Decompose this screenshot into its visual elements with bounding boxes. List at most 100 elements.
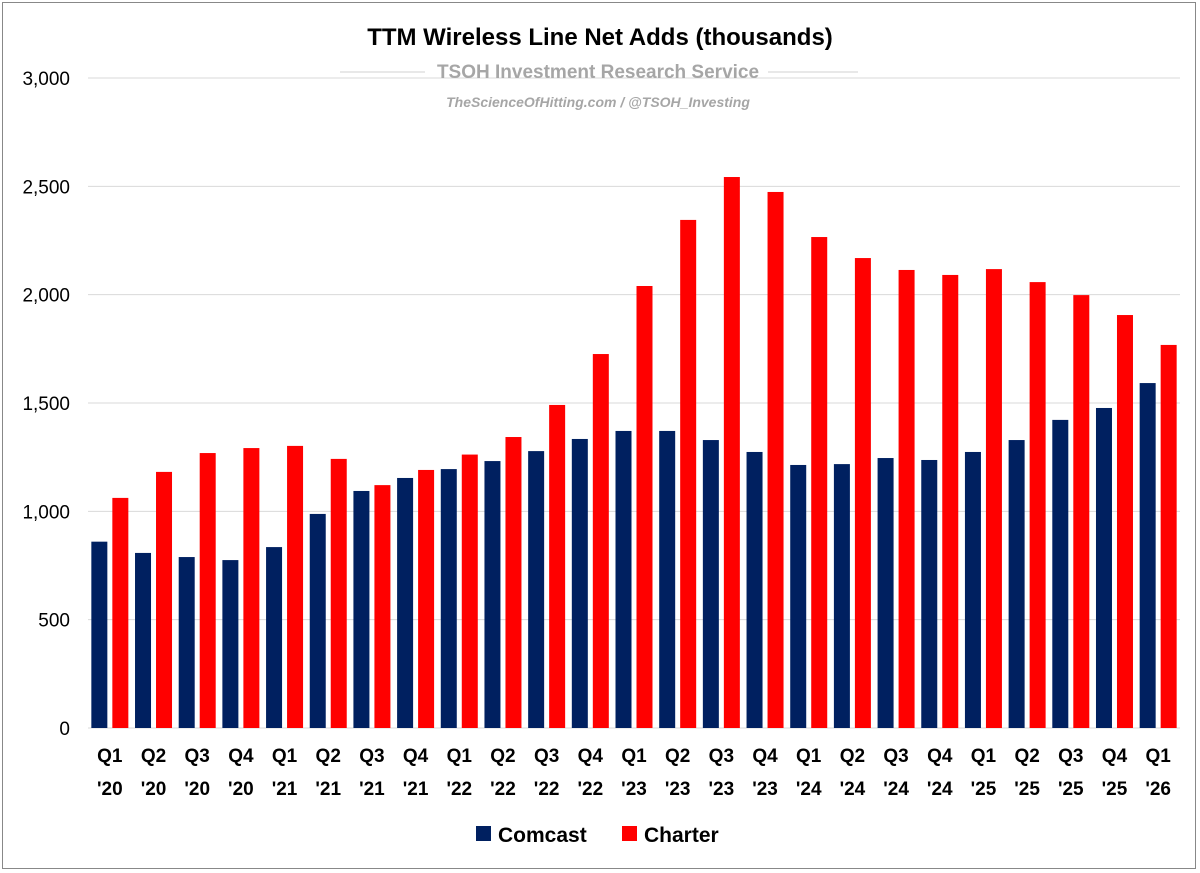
bar-charter	[1029, 282, 1046, 728]
x-tick-label-year: '22	[534, 779, 560, 800]
x-tick-label-quarter: Q4	[228, 746, 254, 767]
bar-comcast	[135, 552, 152, 728]
x-tick-label-year: '25	[1102, 779, 1128, 800]
watermark-line1: TSOH Investment Research Service	[437, 62, 759, 83]
y-tick-label: 1,500	[22, 394, 70, 415]
bar-charter	[854, 258, 871, 728]
x-tick-label-year: '20	[97, 779, 123, 800]
x-tick-label-year: '25	[971, 779, 997, 800]
x-tick-label-quarter: Q2	[665, 746, 690, 767]
x-tick-label-quarter: Q3	[534, 746, 559, 767]
bar-charter	[505, 437, 522, 728]
x-tick-label-quarter: Q3	[185, 746, 210, 767]
x-tick-label-year: '22	[577, 779, 603, 800]
x-tick-label-year: '21	[272, 779, 298, 800]
x-tick-label-quarter: Q3	[359, 746, 384, 767]
bar-comcast	[440, 469, 457, 728]
x-tick-label-year: '25	[1058, 779, 1084, 800]
x-tick-label-quarter: Q1	[97, 746, 123, 767]
bar-comcast	[397, 477, 414, 728]
bar-charter	[199, 453, 216, 728]
y-tick-label: 1,000	[22, 502, 70, 523]
x-tick-label-quarter: Q3	[1058, 746, 1083, 767]
bar-comcast	[1095, 407, 1112, 728]
x-tick-label-year: '24	[796, 779, 822, 800]
bar-charter	[549, 404, 566, 728]
bar-comcast	[659, 430, 676, 728]
x-tick-label-quarter: Q4	[403, 746, 429, 767]
x-tick-label-quarter: Q3	[883, 746, 908, 767]
x-tick-label-quarter: Q2	[1014, 746, 1039, 767]
x-tick-label-year: '21	[403, 779, 429, 800]
legend-swatch-comcast	[476, 826, 491, 841]
y-tick-label: 2,500	[22, 177, 70, 198]
x-tick-label-year: '23	[621, 779, 647, 800]
bar-comcast	[309, 513, 326, 728]
x-tick-label-quarter: Q1	[796, 746, 822, 767]
x-tick-label-year: '20	[228, 779, 254, 800]
bar-charter	[636, 286, 653, 728]
legend: Comcast Charter	[476, 824, 719, 847]
watermark-line2: TheScienceOfHitting.com / @TSOH_Investin…	[446, 94, 750, 110]
bar-comcast	[91, 541, 108, 728]
x-tick-label-quarter: Q3	[709, 746, 734, 767]
bar-charter	[723, 177, 740, 728]
legend-label-comcast: Comcast	[498, 824, 587, 847]
bar-comcast	[1052, 419, 1069, 728]
bar-comcast	[790, 464, 807, 728]
bar-charter	[680, 219, 697, 728]
x-tick-label-year: '24	[927, 779, 953, 800]
bar-charter	[418, 469, 435, 728]
x-tick-label-quarter: Q1	[621, 746, 647, 767]
bar-charter	[287, 445, 304, 728]
x-tick-label-year: '20	[184, 779, 210, 800]
bar-comcast	[833, 464, 850, 728]
x-tick-label-quarter: Q1	[447, 746, 473, 767]
bar-charter	[330, 458, 347, 728]
x-tick-label-year: '23	[709, 779, 735, 800]
x-tick-label-year: '23	[665, 779, 691, 800]
bar-charter	[112, 497, 129, 728]
bar-charter	[156, 471, 173, 728]
bar-comcast	[178, 557, 195, 728]
bar-charter	[898, 269, 915, 728]
x-tick-label-quarter: Q4	[927, 746, 953, 767]
x-tick-label-year: '21	[359, 779, 385, 800]
x-tick-label-year: '21	[315, 779, 341, 800]
bar-charter	[1116, 315, 1133, 728]
x-tick-label-year: '24	[883, 779, 909, 800]
bar-comcast	[702, 440, 719, 728]
y-tick-label: 2,000	[22, 286, 70, 307]
y-tick-label: 3,000	[22, 69, 70, 90]
bar-charter	[461, 454, 478, 728]
bar-comcast	[1139, 383, 1156, 728]
x-tick-label-quarter: Q2	[141, 746, 166, 767]
x-tick-label-quarter: Q2	[840, 746, 865, 767]
bar-charter	[811, 237, 828, 729]
x-tick-label-quarter: Q2	[316, 746, 341, 767]
y-tick-label: 0	[59, 719, 70, 740]
x-tick-label-quarter: Q4	[752, 746, 778, 767]
bar-comcast	[921, 459, 938, 728]
bar-charter	[985, 269, 1002, 728]
bar-comcast	[615, 430, 632, 728]
bar-charter	[243, 448, 260, 728]
y-tick-label: 500	[38, 611, 70, 632]
bar-charter	[374, 485, 391, 728]
bar-charter	[767, 191, 784, 728]
bar-charter	[1160, 344, 1177, 728]
bar-comcast	[571, 438, 588, 728]
bar-comcast	[266, 547, 283, 728]
bar-comcast	[353, 490, 370, 728]
x-tick-label-year: '24	[840, 779, 866, 800]
x-tick-label-quarter: Q1	[971, 746, 997, 767]
bar-charter	[592, 354, 609, 728]
x-tick-label-year: '23	[752, 779, 778, 800]
chart-title: TTM Wireless Line Net Adds (thousands)	[367, 24, 833, 51]
x-tick-label-year: '22	[446, 779, 472, 800]
x-tick-label-quarter: Q2	[490, 746, 515, 767]
bar-comcast	[222, 560, 239, 728]
x-tick-label-quarter: Q4	[1102, 746, 1128, 767]
